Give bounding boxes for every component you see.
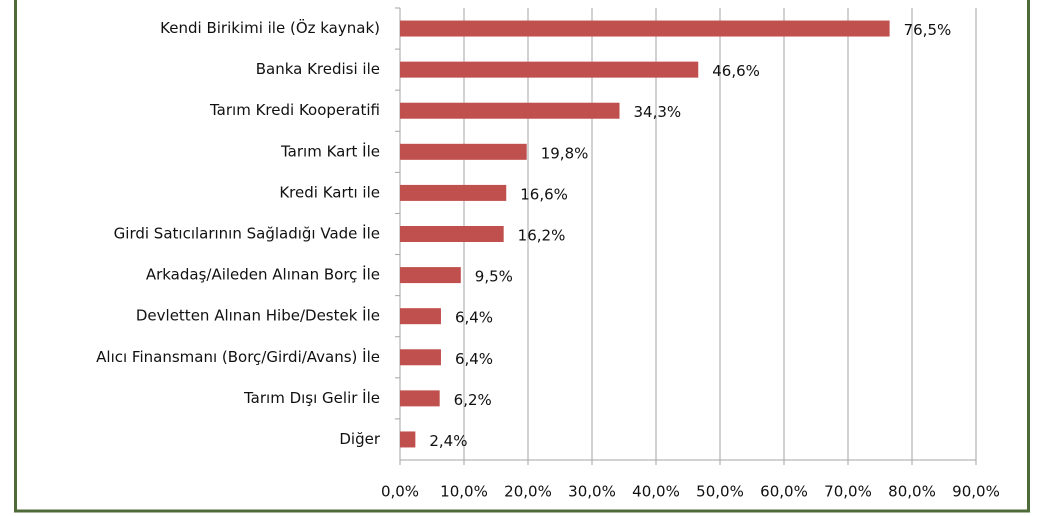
- bar: [400, 143, 527, 160]
- bar: [400, 184, 507, 201]
- bar: [400, 20, 890, 37]
- y-tick-label: Kredi Kartı ile: [279, 183, 380, 201]
- bar: [400, 431, 416, 448]
- y-tick-label: Tarım Kredi Kooperatifi: [209, 101, 380, 119]
- y-tick-label: Girdi Satıcılarının Sağladığı Vade İle: [114, 224, 380, 243]
- x-tick-label: 70,0%: [824, 483, 872, 501]
- value-label: 16,6%: [520, 185, 568, 203]
- value-label: 6,2%: [454, 391, 492, 409]
- y-tick-label: Alıcı Finansmanı (Borç/Girdi/Avans) İle: [96, 347, 380, 366]
- bar: [400, 267, 461, 284]
- bar: [400, 102, 620, 119]
- x-tick-label: 60,0%: [760, 483, 808, 501]
- y-tick-label: Kendi Birikimi ile (Öz kaynak): [160, 18, 380, 37]
- x-tick-label: 80,0%: [888, 483, 936, 501]
- x-tick-label: 30,0%: [568, 483, 616, 501]
- x-tick-label: 0,0%: [381, 483, 419, 501]
- value-label: 34,3%: [634, 103, 682, 121]
- value-label: 2,4%: [429, 432, 467, 450]
- bar: [400, 308, 441, 325]
- bar: [400, 349, 441, 366]
- y-tick-label: Devletten Alınan Hibe/Destek İle: [136, 306, 380, 325]
- y-tick-label: Diğer: [339, 430, 380, 448]
- value-label: 6,4%: [455, 309, 493, 327]
- frame: [14, 0, 1030, 513]
- x-tick-label: 20,0%: [504, 483, 552, 501]
- y-tick-label: Arkadaş/Aileden Alınan Borç İle: [146, 265, 380, 284]
- x-tick-label: 10,0%: [440, 483, 488, 501]
- value-label: 16,2%: [518, 227, 566, 245]
- value-label: 46,6%: [712, 62, 760, 80]
- x-tick-label: 90,0%: [952, 483, 1000, 501]
- bar: [400, 226, 504, 242]
- x-tick-label: 50,0%: [696, 483, 744, 501]
- bar: [400, 390, 440, 407]
- value-label: 19,8%: [541, 144, 589, 162]
- value-label: 6,4%: [455, 350, 493, 368]
- y-tick-label: Tarım Kart İle: [280, 141, 380, 160]
- value-label: 76,5%: [904, 21, 952, 39]
- y-tick-label: Banka Kredisi ile: [256, 60, 380, 78]
- y-tick-label: Tarım Dışı Gelir İle: [243, 388, 380, 407]
- x-tick-label: 40,0%: [632, 483, 680, 501]
- value-label: 9,5%: [475, 268, 513, 286]
- bar: [400, 61, 699, 78]
